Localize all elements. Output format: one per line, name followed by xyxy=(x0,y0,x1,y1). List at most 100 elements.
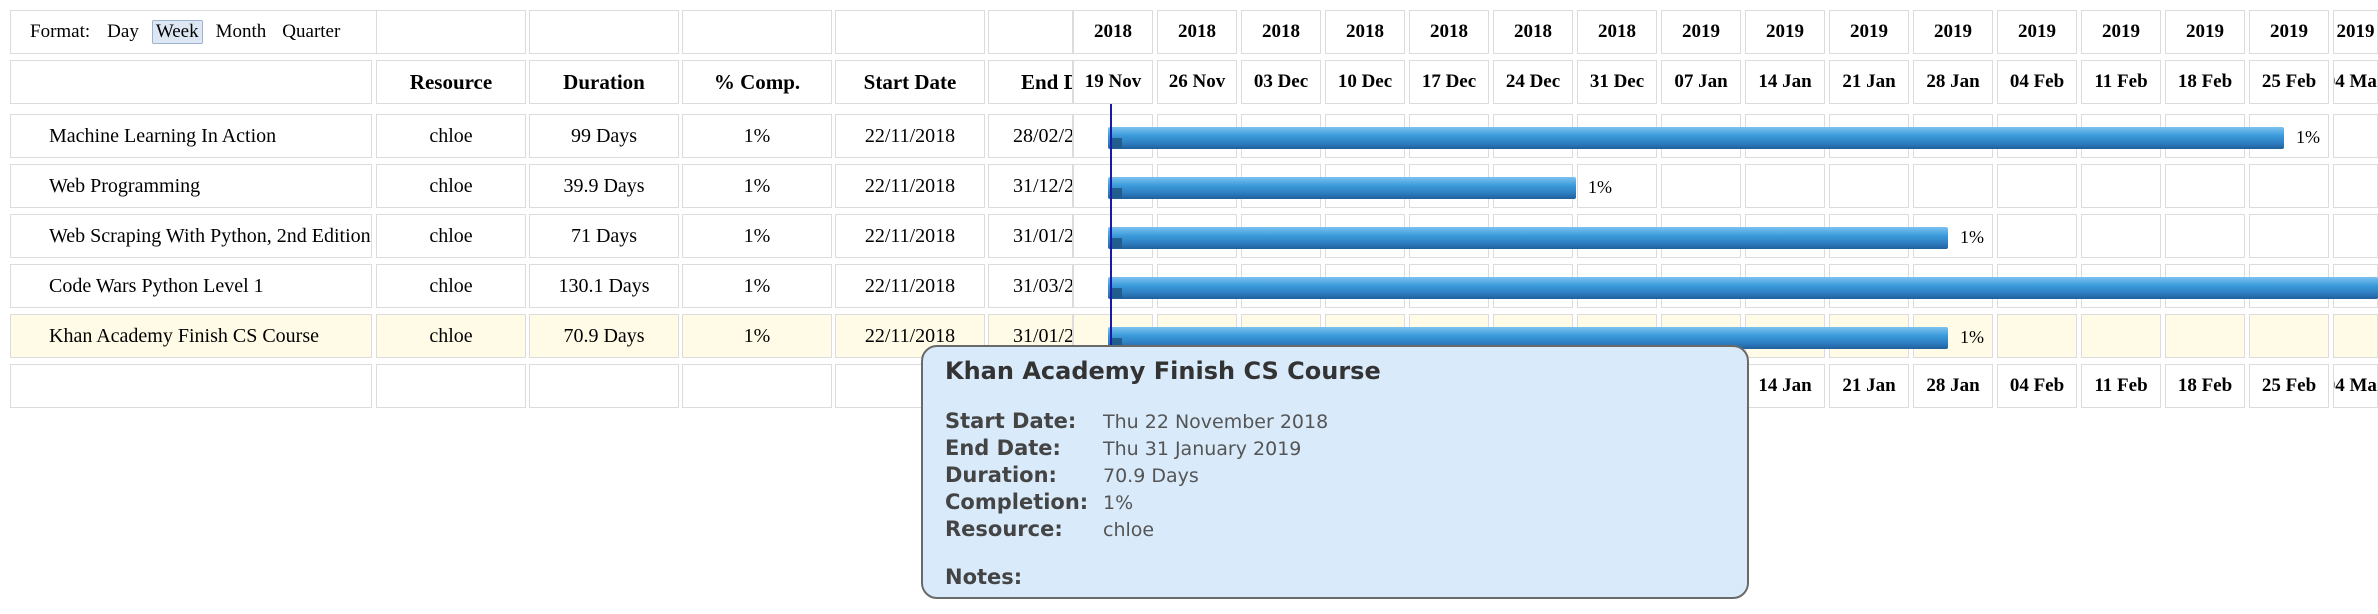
week-header: 11 Feb xyxy=(2081,60,2161,104)
gantt-grid-cell xyxy=(1661,164,1741,208)
format-month-option[interactable]: Month xyxy=(215,21,267,42)
tooltip-notes-row: Notes: xyxy=(945,565,1103,589)
end-date-cell[interactable]: 31/01/2019 xyxy=(988,214,1073,258)
task-bar[interactable] xyxy=(1108,127,2284,149)
week-header: 10 Dec xyxy=(1325,60,1405,104)
week-header: 04 Mar xyxy=(2333,60,2378,104)
completion-cell[interactable]: 1% xyxy=(682,264,832,308)
gantt-grid-cell xyxy=(1745,164,1825,208)
format-selector: Format: Day Week Month Quarter xyxy=(10,10,380,54)
tooltip-duration-label: Duration: xyxy=(945,463,1057,487)
task-bar[interactable] xyxy=(1108,177,1576,199)
week-header: 17 Dec xyxy=(1409,60,1489,104)
task-bar[interactable] xyxy=(1108,227,1948,249)
bar-completion-label: 1% xyxy=(1960,227,1984,247)
gantt-grid-cell xyxy=(2081,164,2161,208)
tooltip-resource-value: chloe xyxy=(1103,519,1155,541)
task-name-cell[interactable]: Code Wars Python Level 1 xyxy=(10,264,372,308)
empty-row-cell xyxy=(529,364,679,408)
completion-cell[interactable]: 1% xyxy=(682,114,832,158)
tooltip-end-row: End Date: Thu 31 January 2019 xyxy=(945,436,1301,460)
start-date-header[interactable]: Start Date xyxy=(835,60,985,104)
gantt-grid-cell xyxy=(1577,164,1657,208)
gantt-grid-cell xyxy=(1829,164,1909,208)
task-bar[interactable] xyxy=(1108,277,2378,299)
year-header: 2018 xyxy=(1409,10,1489,54)
end-date-header[interactable]: End Date xyxy=(988,60,1073,104)
header-spacer xyxy=(835,10,985,54)
gantt-grid-cell xyxy=(1913,164,1993,208)
week-header: 03 Dec xyxy=(1241,60,1321,104)
tooltip-completion-label: Completion: xyxy=(945,490,1089,514)
start-date-cell[interactable]: 22/11/2018 xyxy=(835,214,985,258)
completion-header[interactable]: % Comp. xyxy=(682,60,832,104)
start-date-cell[interactable]: 22/11/2018 xyxy=(835,164,985,208)
duration-cell[interactable]: 39.9 Days xyxy=(529,164,679,208)
week-footer: 21 Jan xyxy=(1829,364,1909,408)
year-header: 2019 xyxy=(1997,10,2077,54)
bar-completion-label: 1% xyxy=(1960,327,1984,347)
week-footer: 11 Feb xyxy=(2081,364,2161,408)
duration-cell[interactable]: 70.9 Days xyxy=(529,314,679,358)
gantt-grid-cell xyxy=(2249,214,2329,258)
gantt-grid-cell xyxy=(2249,164,2329,208)
year-header: 2018 xyxy=(1073,10,1153,54)
week-header: 25 Feb xyxy=(2249,60,2329,104)
bar-completion-label: 1% xyxy=(2296,127,2320,147)
week-footer: 14 Jan xyxy=(1745,364,1825,408)
week-footer: 25 Feb xyxy=(2249,364,2329,408)
resource-cell[interactable]: chloe xyxy=(376,314,526,358)
tooltip-start-label: Start Date: xyxy=(945,409,1077,433)
empty-row-cell xyxy=(10,364,372,408)
duration-header[interactable]: Duration xyxy=(529,60,679,104)
tooltip-notes-label: Notes: xyxy=(945,565,1023,589)
resource-cell[interactable]: chloe xyxy=(376,214,526,258)
resource-cell[interactable]: chloe xyxy=(376,164,526,208)
format-quarter-option[interactable]: Quarter xyxy=(282,21,341,42)
end-date-cell[interactable]: 31/12/2018 xyxy=(988,164,1073,208)
start-date-cell[interactable]: 22/11/2018 xyxy=(835,264,985,308)
gantt-grid-cell xyxy=(2165,214,2245,258)
week-header: 28 Jan xyxy=(1913,60,1993,104)
tooltip-start-value: Thu 22 November 2018 xyxy=(1103,411,1329,433)
progress-marker xyxy=(1112,288,1122,298)
year-header: 2019 xyxy=(1745,10,1825,54)
year-header: 2018 xyxy=(1577,10,1657,54)
year-header: 2019 xyxy=(2081,10,2161,54)
year-header: 2018 xyxy=(1493,10,1573,54)
completion-cell[interactable]: 1% xyxy=(682,164,832,208)
format-week-option[interactable]: Week xyxy=(151,20,203,44)
duration-cell[interactable]: 71 Days xyxy=(529,214,679,258)
week-header: 24 Dec xyxy=(1493,60,1573,104)
week-header: 19 Nov xyxy=(1073,60,1153,104)
end-date-cell[interactable]: 31/03/2019 xyxy=(988,264,1073,308)
progress-marker xyxy=(1112,238,1122,248)
resource-cell[interactable]: chloe xyxy=(376,264,526,308)
progress-marker xyxy=(1112,188,1122,198)
completion-cell[interactable]: 1% xyxy=(682,214,832,258)
task-bar[interactable] xyxy=(1108,327,1948,349)
task-name-cell[interactable]: Khan Academy Finish CS Course xyxy=(10,314,372,358)
resource-cell[interactable]: chloe xyxy=(376,114,526,158)
duration-cell[interactable]: 99 Days xyxy=(529,114,679,158)
gantt-grid-cell xyxy=(1997,214,2077,258)
task-tooltip: Khan Academy Finish CS Course Start Date… xyxy=(921,345,1749,599)
format-day-option[interactable]: Day xyxy=(107,21,139,42)
task-name-cell[interactable]: Machine Learning In Action xyxy=(10,114,372,158)
year-header: 2019 xyxy=(1913,10,1993,54)
task-name-cell[interactable]: Web Scraping With Python, 2nd Edition xyxy=(10,214,372,258)
gantt-grid-cell xyxy=(2333,164,2378,208)
tooltip-duration-value: 70.9 Days xyxy=(1103,465,1199,487)
gantt-grid-cell xyxy=(2165,164,2245,208)
year-header: 2019 xyxy=(2333,10,2378,54)
tooltip-start-row: Start Date: Thu 22 November 2018 xyxy=(945,409,1328,433)
header-spacer xyxy=(529,10,679,54)
resource-header[interactable]: Resource xyxy=(376,60,526,104)
week-header: 07 Jan xyxy=(1661,60,1741,104)
task-name-cell[interactable]: Web Programming xyxy=(10,164,372,208)
completion-cell[interactable]: 1% xyxy=(682,314,832,358)
duration-cell[interactable]: 130.1 Days xyxy=(529,264,679,308)
end-date-cell[interactable]: 28/02/2019 xyxy=(988,114,1073,158)
start-date-cell[interactable]: 22/11/2018 xyxy=(835,114,985,158)
task-name-header xyxy=(10,60,372,104)
